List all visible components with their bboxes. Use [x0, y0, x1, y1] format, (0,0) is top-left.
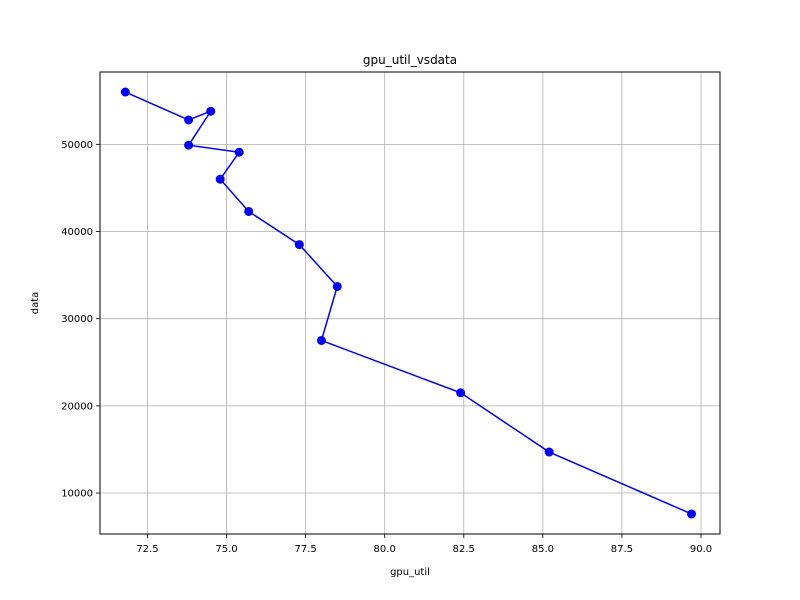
data-point [184, 140, 194, 150]
plot-area [99, 71, 721, 535]
y-tick-label: 10000 [61, 489, 93, 500]
axis-ticks: 72.5 75.0 77.5 80.0 82.5 85.0 87.5 90.0 10000 200… [61, 140, 712, 555]
data-points [120, 87, 697, 519]
data-point [206, 106, 216, 116]
chart-title: gpu_util_vsdata [363, 53, 457, 67]
y-tick-label: 50000 [61, 140, 93, 151]
x-tick-label: 72.5 [136, 544, 158, 555]
x-tick-label: 80.0 [374, 544, 396, 555]
x-tick-label: 90.0 [690, 544, 712, 555]
data-point [544, 447, 554, 457]
data-point [215, 174, 225, 184]
x-axis-label: gpu_util [390, 567, 430, 578]
data-point [687, 509, 697, 519]
x-tick-label: 77.5 [294, 544, 316, 555]
data-point [316, 335, 326, 345]
x-tick-label: 87.5 [611, 544, 633, 555]
y-tick-label: 30000 [61, 314, 93, 325]
y-tick-label: 40000 [61, 227, 93, 238]
data-point [120, 87, 130, 97]
x-tick-label: 82.5 [453, 544, 475, 555]
data-point [456, 388, 466, 398]
data-point [332, 281, 342, 291]
y-axis-label: data [30, 292, 41, 315]
data-point [244, 206, 254, 216]
grid-lines [100, 72, 720, 534]
x-tick-label: 75.0 [215, 544, 237, 555]
data-point [184, 115, 194, 125]
data-point [294, 240, 304, 250]
y-tick-label: 20000 [61, 401, 93, 412]
data-point [234, 147, 244, 157]
x-tick-label: 85.0 [532, 544, 554, 555]
